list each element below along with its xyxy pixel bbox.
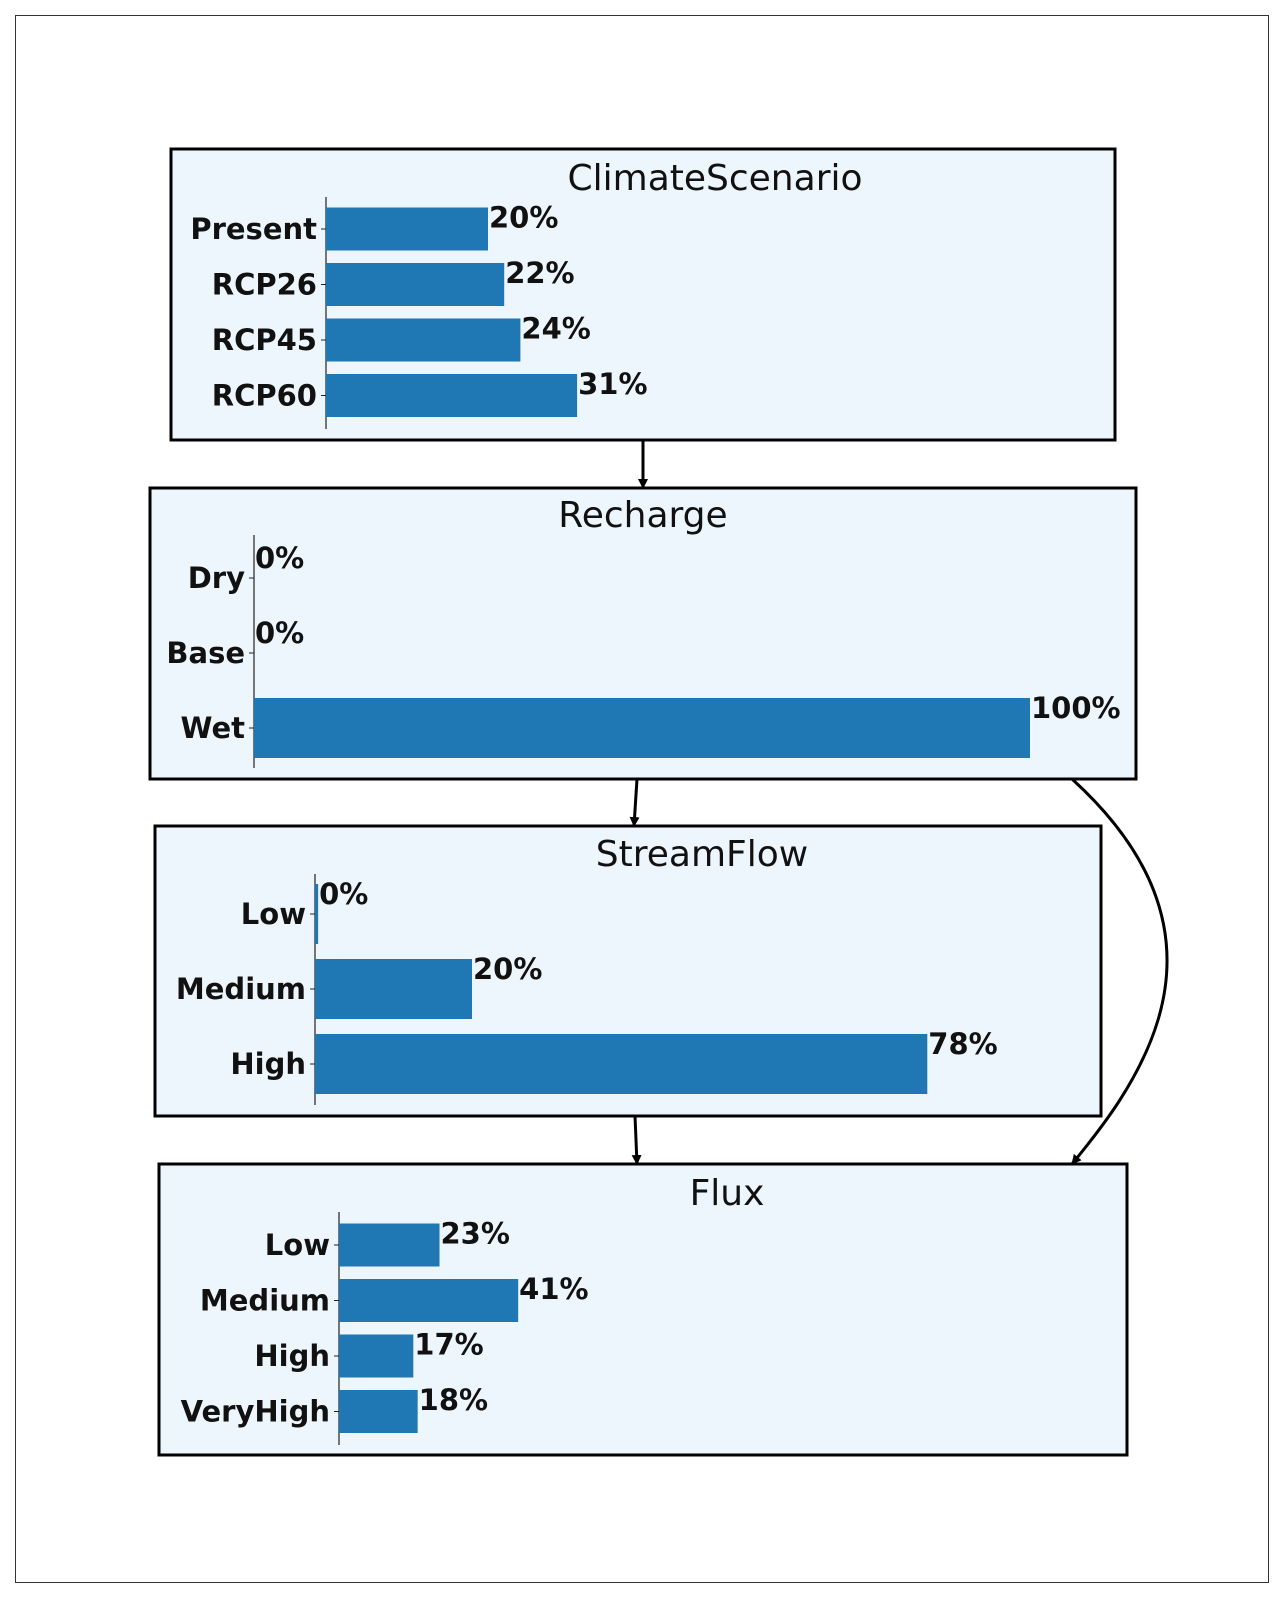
probability-bar — [326, 318, 521, 362]
state-label: Base — [166, 636, 245, 670]
probability-label: 22% — [505, 256, 574, 290]
state-label: Dry — [188, 561, 245, 595]
state-label: RCP60 — [212, 379, 317, 413]
node-title: Recharge — [558, 495, 727, 536]
edges-layer — [629, 440, 1169, 1165]
probability-label: 20% — [489, 201, 558, 235]
state-label: Low — [265, 1228, 330, 1262]
state-label: Medium — [176, 972, 306, 1006]
probability-bar — [315, 959, 472, 1019]
probability-bar — [339, 1223, 440, 1267]
probability-label: 0% — [255, 616, 304, 650]
state-label: RCP26 — [212, 268, 317, 302]
state-label: High — [230, 1047, 306, 1081]
state-label: High — [254, 1339, 330, 1373]
node-box — [157, 1162, 1129, 1457]
edge-recharge-to-flux — [1070, 777, 1169, 1165]
node-title: ClimateScenario — [567, 158, 862, 199]
state-label: RCP45 — [212, 323, 317, 357]
probability-label: 31% — [578, 367, 647, 401]
probability-label: 0% — [319, 877, 368, 911]
probability-label: 0% — [255, 541, 304, 575]
state-label: Low — [241, 897, 306, 931]
edge-recharge-to-streamflow — [629, 778, 640, 827]
probability-bar — [326, 263, 505, 306]
node-title: Flux — [690, 1173, 765, 1214]
probability-bar — [339, 1334, 414, 1378]
node-climate: ClimateScenario Present 20% RCP26 22% RCP45 24… — [169, 147, 1117, 442]
state-label: Medium — [200, 1284, 330, 1318]
probability-label: 24% — [521, 312, 590, 346]
probability-label: 18% — [419, 1383, 488, 1417]
node-flux: Flux Low 23% Medium 41% High 17% VeryHigh 18% — [157, 1162, 1129, 1457]
state-label: Wet — [181, 711, 246, 745]
node-recharge: Recharge Dry 0% Base 0% Wet 100% — [148, 486, 1138, 781]
node-title: StreamFlow — [596, 834, 808, 875]
probability-bar — [326, 374, 578, 417]
nodes-layer: ClimateScenario Present 20% RCP26 22% RCP45 24… — [148, 147, 1138, 1457]
probability-bar — [326, 207, 488, 251]
node-streamflow: StreamFlow Low 0% Medium 20% High 78% — [153, 824, 1103, 1118]
state-label: Present — [190, 212, 317, 246]
probability-bar — [315, 1034, 928, 1094]
probability-label: 41% — [519, 1272, 588, 1306]
probability-label: 100% — [1031, 691, 1121, 725]
probability-label: 20% — [473, 952, 542, 986]
state-label: VeryHigh — [181, 1395, 330, 1429]
probability-label: 78% — [928, 1027, 997, 1061]
probability-label: 23% — [441, 1217, 510, 1251]
probability-label: 17% — [414, 1328, 483, 1362]
probability-bar — [315, 884, 319, 944]
probability-bar — [339, 1390, 418, 1433]
probability-bar — [339, 1279, 519, 1322]
edge-streamflow-to-flux — [631, 1115, 642, 1165]
figure-frame — [15, 15, 1269, 1583]
probability-bar — [254, 698, 1030, 758]
